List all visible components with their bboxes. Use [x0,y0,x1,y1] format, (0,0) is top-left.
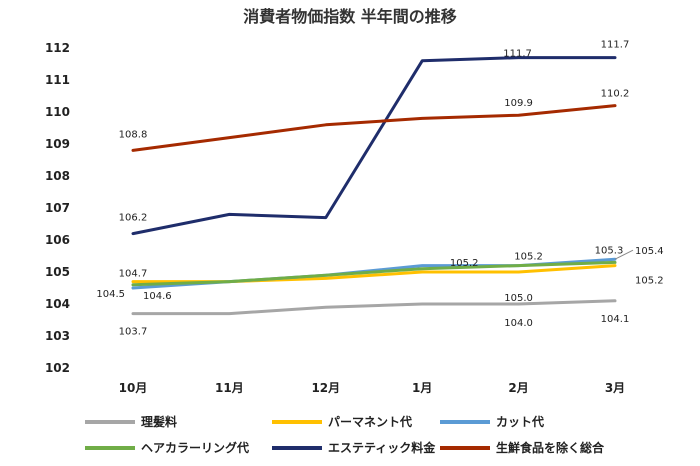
y-tick-label: 103 [45,329,70,343]
legend-label: 生鮮食品を除く総合 [496,440,605,455]
series-line-4 [131,56,617,236]
data-label: 110.2 [601,89,630,100]
legend-label: 理髪料 [141,414,177,429]
data-label: 104.7 [119,269,148,280]
series-line-5 [131,104,617,152]
y-axis: 102 103 104 105 106 107 108 109 110 111 112 [45,41,70,375]
x-tick-label: 1月 [412,381,432,395]
y-tick-label: 111 [45,73,70,87]
data-label: 105.2 [514,252,543,263]
series-line-3 [131,260,617,287]
legend-item: パーマネント代 [272,414,412,429]
data-label: 108.8 [119,129,148,140]
legend-label: ヘアカラーリング代 [141,440,249,455]
data-label: 109.9 [504,98,533,109]
data-label: 104.6 [143,291,172,302]
legend-item: 生鮮食品を除く総合 [440,440,605,455]
data-label: 106.2 [119,213,148,224]
legend-item: カット代 [440,414,544,429]
y-tick-label: 104 [45,297,70,311]
y-tick-label: 110 [45,105,70,119]
x-tick-label: 12月 [311,381,340,395]
y-tick-label: 102 [45,361,70,375]
data-label: 105.2 [635,276,664,287]
legend-label: エステティック料金 [328,440,436,455]
series-line-0 [131,299,617,316]
legend-label: カット代 [496,414,544,429]
legend-item: 理髪料 [85,414,177,429]
x-tick-label: 2月 [508,381,528,395]
legend-label: パーマネント代 [328,414,412,429]
data-labels: 106.2 111.7 111.7 108.8 109.9 110.2 103.7 104.0… [96,40,663,338]
data-label: 103.7 [119,327,148,338]
label-leader-line [614,249,634,260]
x-tick-label: 11月 [215,381,244,395]
x-tick-label: 10月 [119,381,148,395]
legend-item: エステティック料金 [272,440,436,455]
x-axis: 10月 11月 12月 1月 2月 3月 [119,381,626,395]
data-label: 105.0 [504,293,533,304]
y-tick-label: 112 [45,41,70,55]
x-tick-label: 3月 [605,381,625,395]
y-tick-label: 107 [45,201,70,215]
data-label: 104.0 [504,318,533,329]
data-label: 104.1 [601,314,630,325]
legend-item: ヘアカラーリング代 [85,440,249,455]
data-label: 104.5 [96,289,125,300]
data-label: 111.7 [601,40,630,51]
data-label: 111.7 [503,49,532,60]
data-label: 105.4 [635,246,664,257]
data-label: 105.3 [595,245,624,256]
series-lines [131,56,617,316]
data-label: 105.2 [450,258,479,269]
y-tick-label: 108 [45,169,70,183]
y-tick-label: 105 [45,265,70,279]
series-line-1 [131,264,617,284]
chart-title: 消費者物価指数 半年間の推移 [243,7,457,26]
y-tick-label: 109 [45,137,70,151]
y-tick-label: 106 [45,233,70,247]
